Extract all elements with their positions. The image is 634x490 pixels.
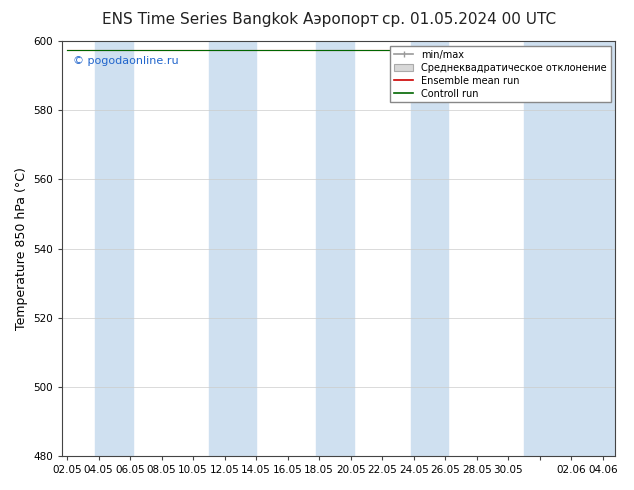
Bar bbox=[411, 41, 448, 456]
Bar bbox=[524, 41, 619, 456]
Y-axis label: Temperature 850 hPa (°C): Temperature 850 hPa (°C) bbox=[15, 167, 28, 330]
Bar bbox=[96, 41, 133, 456]
Text: ср. 01.05.2024 00 UTC: ср. 01.05.2024 00 UTC bbox=[382, 12, 556, 27]
Legend: min/max, Среднеквадратическое отклонение, Ensemble mean run, Controll run: min/max, Среднеквадратическое отклонение… bbox=[390, 46, 611, 102]
Bar bbox=[316, 41, 354, 456]
Text: © pogodaonline.ru: © pogodaonline.ru bbox=[74, 55, 179, 66]
Bar bbox=[209, 41, 256, 456]
Text: ENS Time Series Bangkok Аэропорт: ENS Time Series Bangkok Аэропорт bbox=[103, 12, 379, 27]
